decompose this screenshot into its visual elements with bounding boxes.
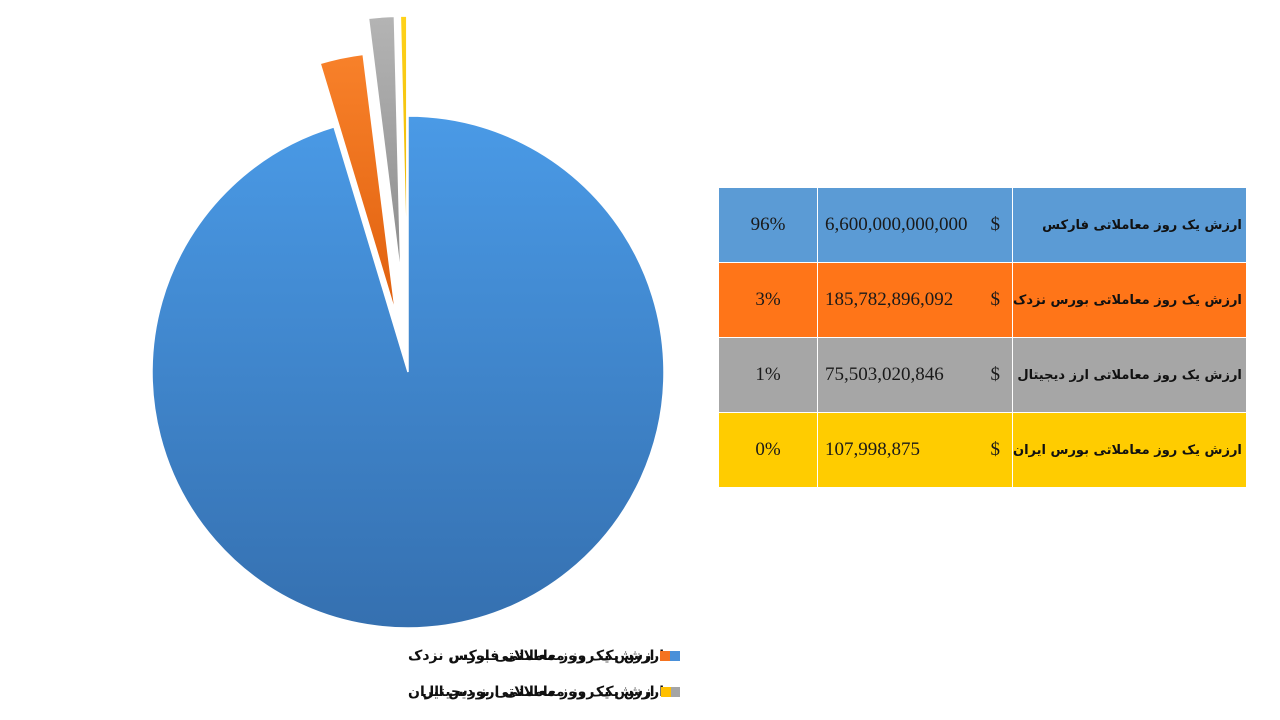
currency-symbol: $ xyxy=(990,214,1001,235)
value-text: 6,600,000,000,000 xyxy=(825,214,968,235)
value-text: 75,503,020,846 xyxy=(825,364,944,385)
pie-chart xyxy=(151,15,665,629)
value-cell: 75,503,020,846 $ xyxy=(817,337,1013,413)
legend-swatch xyxy=(660,687,671,697)
currency-symbol: $ xyxy=(990,364,1001,385)
legend-item: ارزش یک روز معاملاتی فارکس xyxy=(449,648,680,664)
percent-cell: 3% xyxy=(718,262,818,338)
legend-swatch xyxy=(670,651,680,661)
percent-cell: 1% xyxy=(718,337,818,413)
table-row: 96% 6,600,000,000,000 $ ارزش یک روز معامل… xyxy=(718,187,1247,263)
legend-swatch xyxy=(660,651,671,661)
table-row: 1% 75,503,020,846 $ ارزش یک روز معاملاتی … xyxy=(718,337,1247,413)
pie-slice xyxy=(399,15,408,278)
percent-cell: 96% xyxy=(718,187,818,263)
legend-label: ارزش یک روز معاملاتی بورس ایران xyxy=(408,684,655,700)
table-row: 3% 185,782,896,092 $ ارزش یک روز معاملاتی… xyxy=(718,262,1247,338)
currency-symbol: $ xyxy=(990,439,1001,460)
chart-legend: ارزش یک روز معاملاتی فارکس ارزش یک روز م… xyxy=(140,644,680,714)
legend-label: ارزش یک روز معاملاتی بورس نزدک xyxy=(408,648,655,664)
label-cell: ارزش یک روز معاملاتی بورس ایران xyxy=(1012,412,1247,488)
value-cell: 107,998,875 $ xyxy=(817,412,1013,488)
legend-item: ارزش یک روز معاملاتی بورس ایران xyxy=(408,684,671,700)
legend-label: ارزش یک روز معاملاتی ارز دیجیتال xyxy=(422,684,664,700)
currency-symbol: $ xyxy=(990,289,1001,310)
value-cell: 185,782,896,092 $ xyxy=(817,262,1013,338)
pie-slice xyxy=(151,115,665,629)
value-cell: 6,600,000,000,000 $ xyxy=(817,187,1013,263)
legend-item: ارزش یک روز معاملاتی ارز دیجیتال xyxy=(422,684,680,700)
label-cell: ارزش یک روز معاملاتی فارکس xyxy=(1012,187,1247,263)
data-table: 96% 6,600,000,000,000 $ ارزش یک روز معامل… xyxy=(718,187,1247,488)
legend-item: ارزش یک روز معاملاتی بورس نزدک xyxy=(408,648,671,664)
pie-slice xyxy=(319,53,397,314)
pie-slice xyxy=(367,15,402,278)
value-text: 185,782,896,092 xyxy=(825,289,954,310)
legend-label: ارزش یک روز معاملاتی فارکس xyxy=(448,648,664,664)
label-cell: ارزش یک روز معاملاتی ارز دیجیتال xyxy=(1012,337,1247,413)
label-cell: ارزش یک روز معاملاتی بورس نزدک xyxy=(1012,262,1247,338)
value-text: 107,998,875 xyxy=(825,439,920,460)
table-row: 0% 107,998,875 $ ارزش یک روز معاملاتی بور… xyxy=(718,412,1247,488)
legend-swatch xyxy=(670,687,680,697)
percent-cell: 0% xyxy=(718,412,818,488)
